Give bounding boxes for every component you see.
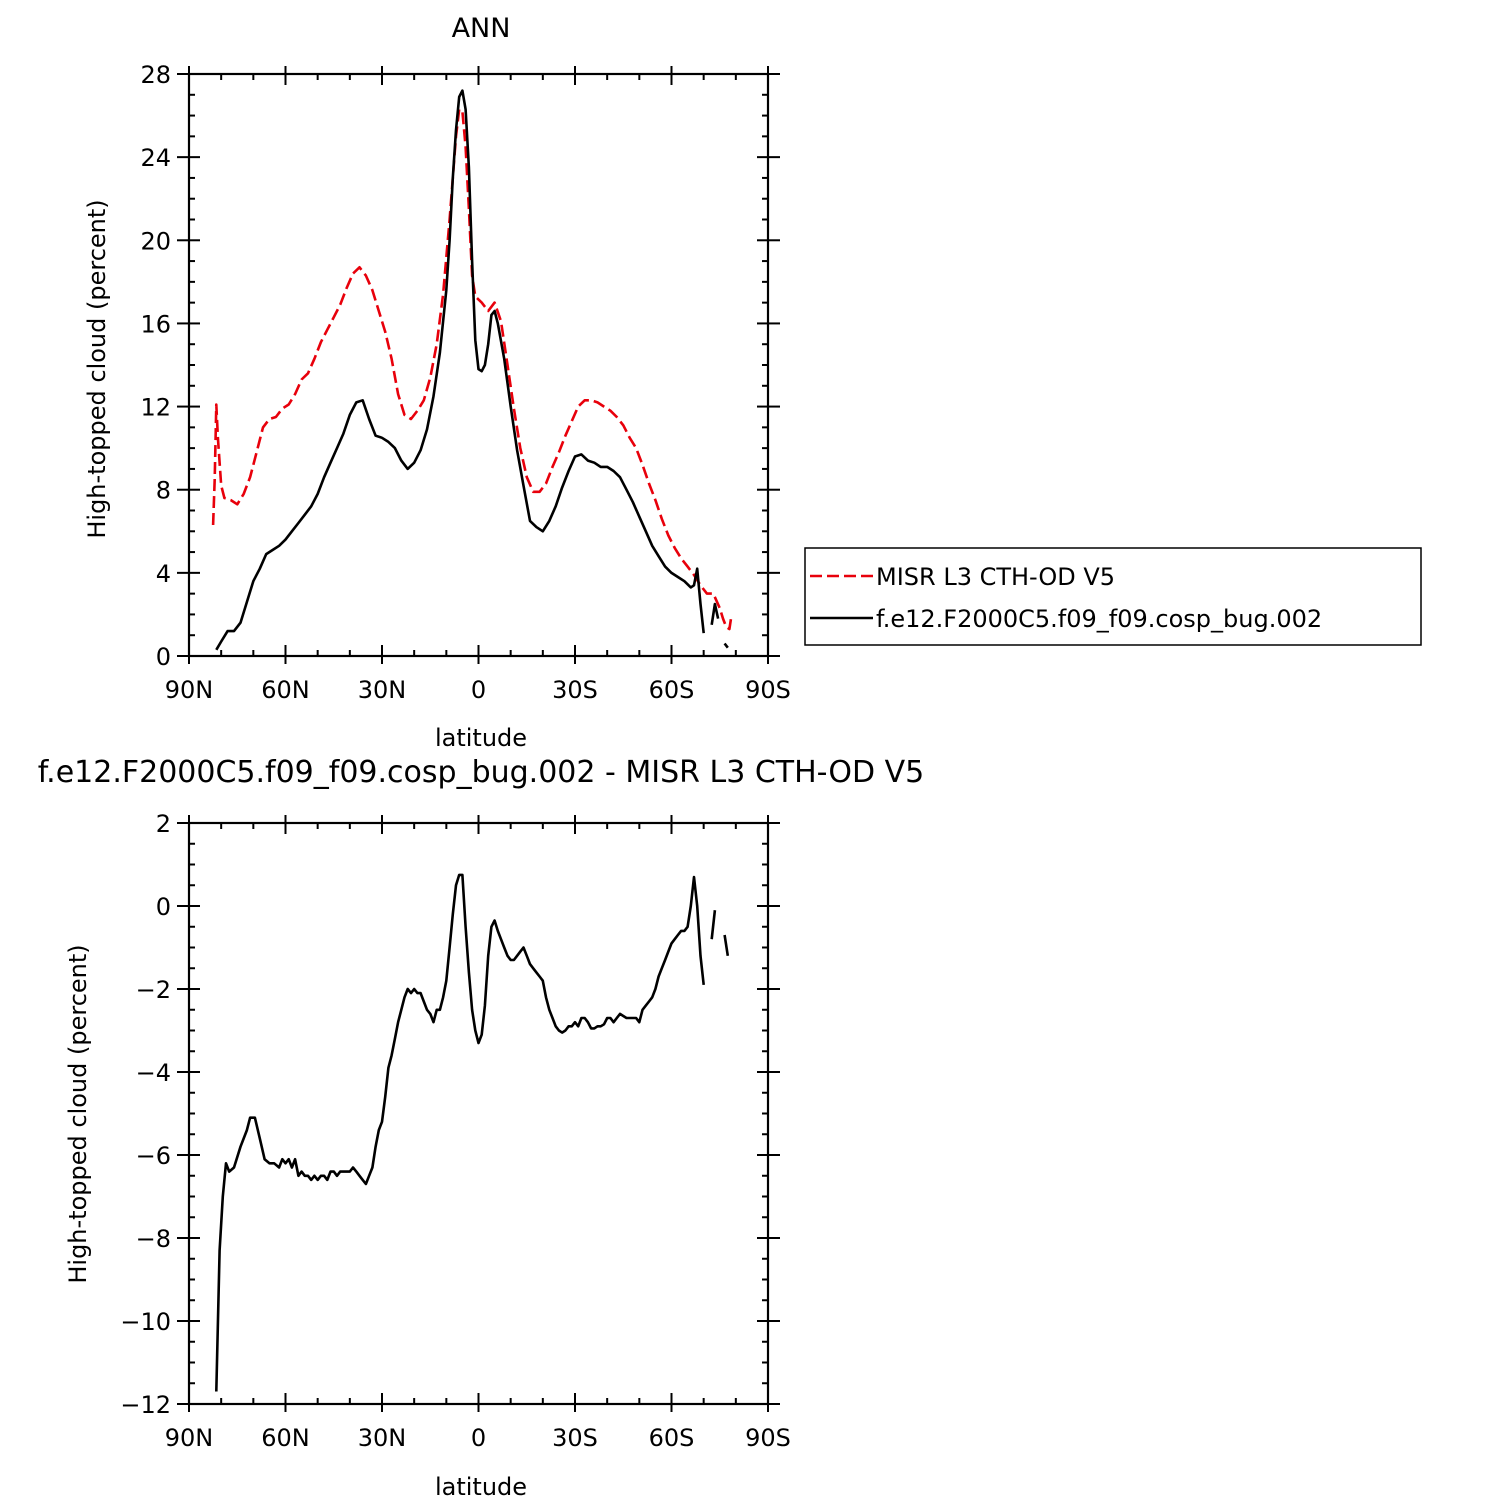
bottom-chart-title: f.e12.F2000C5.f09_f09.cosp_bug.002 - MIS…	[38, 755, 924, 790]
bottom-y-tick-label: −6	[136, 1142, 171, 1170]
top-y-tick-label: 8	[156, 477, 171, 505]
top-y-tick-label: 24	[140, 144, 171, 172]
bottom-plot-area	[215, 873, 730, 1392]
top-x-tick-label: 60N	[261, 676, 310, 704]
bottom-x-tick-label: 60N	[261, 1424, 310, 1452]
bottom-y-tick-label: 2	[156, 810, 171, 838]
top-x-tick-label: 0	[471, 676, 486, 704]
top-y-tick-label: 4	[156, 560, 171, 588]
top-y-tick-label: 16	[140, 310, 171, 338]
bottom-x-tick-label: 60S	[649, 1424, 695, 1452]
bottom-series-0-segment-1	[710, 910, 717, 940]
top-plot-area	[211, 89, 733, 651]
top-series-1-segment-0	[215, 89, 705, 651]
top-y-tick-label: 28	[140, 61, 171, 89]
top-x-axis-label: latitude	[435, 724, 527, 752]
bottom-x-tick-label: 30S	[552, 1424, 598, 1452]
top-x-tick-label: 30S	[552, 676, 598, 704]
bottom-x-axis-label: latitude	[435, 1473, 527, 1501]
top-series-1-segment-2	[723, 642, 729, 649]
bottom-y-tick-label: −10	[120, 1308, 171, 1336]
top-y-tick-label: 20	[140, 227, 171, 255]
top-x-tick-label: 90N	[165, 676, 214, 704]
top-series-1-segment-1	[710, 602, 720, 625]
bottom-y-axis-label: High-topped cloud (percent)	[64, 944, 92, 1283]
top-chart-title: ANN	[452, 13, 511, 44]
bottom-x-tick-label: 90S	[745, 1424, 791, 1452]
legend-label-misr: MISR L3 CTH-OD V5	[876, 563, 1115, 591]
top-x-tick-label: 60S	[649, 676, 695, 704]
bottom-y-tick-label: 0	[156, 893, 171, 921]
legend-label-model: f.e12.F2000C5.f09_f09.cosp_bug.002	[876, 605, 1322, 633]
top-y-tick-label: 0	[156, 643, 171, 671]
top-x-tick-label: 90S	[745, 676, 791, 704]
bottom-axis-ticks: 90N 60N 30N 0 30S 60S 90S −12 −10 −8 −6 −4 −2 0 2	[120, 810, 791, 1452]
bottom-y-tick-label: −8	[136, 1225, 171, 1253]
bottom-plot-frame	[187, 821, 770, 1406]
bottom-x-tick-label: 0	[471, 1424, 486, 1452]
top-axis-ticks: 90N 60N 30N 0 30S 60S 90S 0 4 8 12 16 20 24 28	[140, 61, 790, 704]
top-x-tick-label: 30N	[358, 676, 407, 704]
bottom-series-0-segment-2	[723, 934, 730, 956]
bottom-x-tick-label: 30N	[358, 1424, 407, 1452]
bottom-series-0-segment-0	[215, 873, 705, 1392]
top-panel: ANN 90N 60N 30N 0 30S 60S 90S 0 4 8 12 16 20 24 28 lat…	[83, 13, 1422, 752]
top-series-0-segment-0	[211, 108, 733, 631]
bottom-y-tick-label: −12	[120, 1391, 171, 1419]
bottom-x-tick-label: 90N	[165, 1424, 214, 1452]
top-y-tick-label: 12	[140, 394, 171, 422]
bottom-y-tick-label: −2	[136, 976, 171, 1004]
bottom-panel: f.e12.F2000C5.f09_f09.cosp_bug.002 - MIS…	[38, 755, 924, 1501]
legend: MISR L3 CTH-OD V5 f.e12.F2000C5.f09_f09.…	[804, 547, 1422, 646]
bottom-y-tick-label: −4	[136, 1059, 171, 1087]
legend-box	[804, 547, 1422, 646]
top-y-axis-label: High-topped cloud (percent)	[83, 199, 111, 538]
